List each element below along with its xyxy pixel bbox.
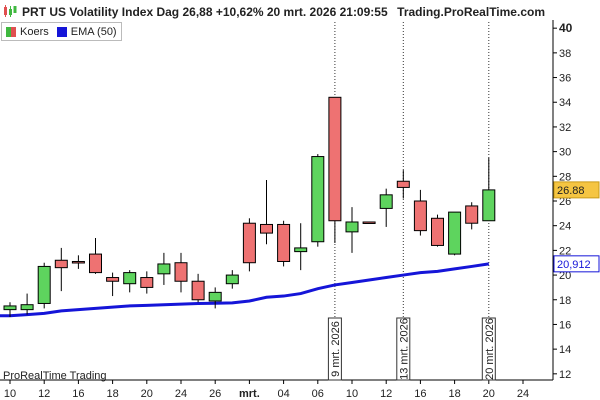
y-tick-label: 36 [559, 73, 571, 85]
y-tick-label: 12 [559, 369, 571, 381]
candle-body [294, 247, 308, 253]
x-tick-label: 16 [414, 388, 426, 400]
x-tick-label: 18 [106, 388, 118, 400]
koers-swatch-icon [6, 26, 16, 37]
y-tick-label: 14 [559, 344, 571, 356]
y-tick-label: 16 [559, 319, 571, 331]
candle-body [311, 156, 325, 243]
candle-body [174, 262, 188, 282]
candle-body [396, 180, 410, 188]
y-tick-label: 24 [559, 221, 571, 233]
candle-body [260, 223, 273, 234]
ema-value-label: 20,912 [557, 259, 591, 271]
y-tick-label: 18 [559, 295, 571, 307]
candle-body [225, 274, 239, 285]
chart-title: PRT US Volatility Index Dag 26,88 +10,62… [22, 5, 388, 19]
y-tick-label: 32 [559, 122, 571, 134]
candle-body [431, 217, 444, 246]
chart-legend[interactable]: Koers EMA (50) [1, 22, 122, 41]
date-marker-label: 13 mrt. 2026 [398, 318, 410, 380]
last-price-badge [553, 181, 600, 199]
last-price-label: 26.88 [557, 185, 585, 197]
candle-body [89, 253, 102, 274]
candle-body [157, 263, 171, 275]
x-tick-label: 04 [277, 388, 289, 400]
date-marker-label: 20 mrt. 2026 [484, 318, 496, 380]
candle-body [54, 259, 68, 269]
candle-body [345, 221, 359, 233]
y-tick-label: 34 [559, 97, 571, 109]
candle-body [208, 291, 222, 302]
candle-body [465, 205, 479, 224]
candlestick-logo-icon [4, 5, 17, 17]
candle-body [140, 277, 154, 288]
x-tick-label: 16 [72, 388, 84, 400]
legend-label-koers: Koers [20, 25, 49, 38]
candle-body [277, 223, 291, 262]
candle-body [106, 277, 120, 282]
candle-body [191, 280, 205, 301]
date-marker-label: 9 mrt. 2026 [330, 321, 342, 377]
candle-body [242, 222, 256, 264]
y-tick-label: 30 [559, 147, 571, 159]
footer-brand: ProRealTime Trading [3, 370, 107, 382]
chart-header: PRT US Volatility Index Dag 26,88 +10,62… [0, 0, 600, 22]
candle-body [448, 211, 462, 255]
legend-label-ema: EMA (50) [70, 25, 117, 38]
x-tick-label: 10 [4, 388, 16, 400]
x-tick-label: 20 [141, 388, 153, 400]
candle-body [37, 265, 51, 304]
y-tick-label: 38 [559, 48, 571, 60]
y-tick-label: 26 [559, 196, 571, 208]
candle-body [328, 96, 342, 222]
y-tick-label: 40 [559, 21, 573, 35]
candle-body [20, 304, 34, 311]
ema-swatch-icon [56, 26, 67, 37]
x-tick-label: 24 [175, 388, 187, 400]
x-tick-label: 12 [38, 388, 50, 400]
x-tick-label: 12 [380, 388, 392, 400]
date-marker-box [327, 317, 342, 381]
candle-body [482, 189, 496, 222]
candle-body [362, 221, 376, 224]
x-tick-label: 10 [346, 388, 358, 400]
x-tick-label: 20 [483, 388, 495, 400]
x-tick-label: 24 [517, 388, 529, 400]
ema-value-badge [553, 255, 600, 273]
y-tick-label: 28 [559, 171, 571, 183]
x-tick-label: 06 [312, 388, 324, 400]
candle-body [413, 200, 427, 232]
ema-line [0, 262, 490, 318]
candle-body [3, 305, 17, 311]
candle-body [379, 194, 393, 209]
candle-body [71, 260, 85, 264]
brand-label: Trading.ProRealTime.com [397, 5, 545, 19]
legend-item-koers[interactable]: Koers [6, 26, 49, 38]
candle-body [123, 272, 137, 285]
date-marker-box [481, 317, 496, 381]
x-tick-label: 26 [209, 388, 221, 400]
y-tick-label: 22 [559, 245, 571, 257]
date-marker-box [396, 317, 411, 381]
x-tick-label: mrt. [239, 388, 260, 400]
x-tick-label: 18 [448, 388, 460, 400]
legend-item-ema[interactable]: EMA (50) [56, 25, 117, 38]
y-tick-label: 20 [559, 270, 571, 282]
